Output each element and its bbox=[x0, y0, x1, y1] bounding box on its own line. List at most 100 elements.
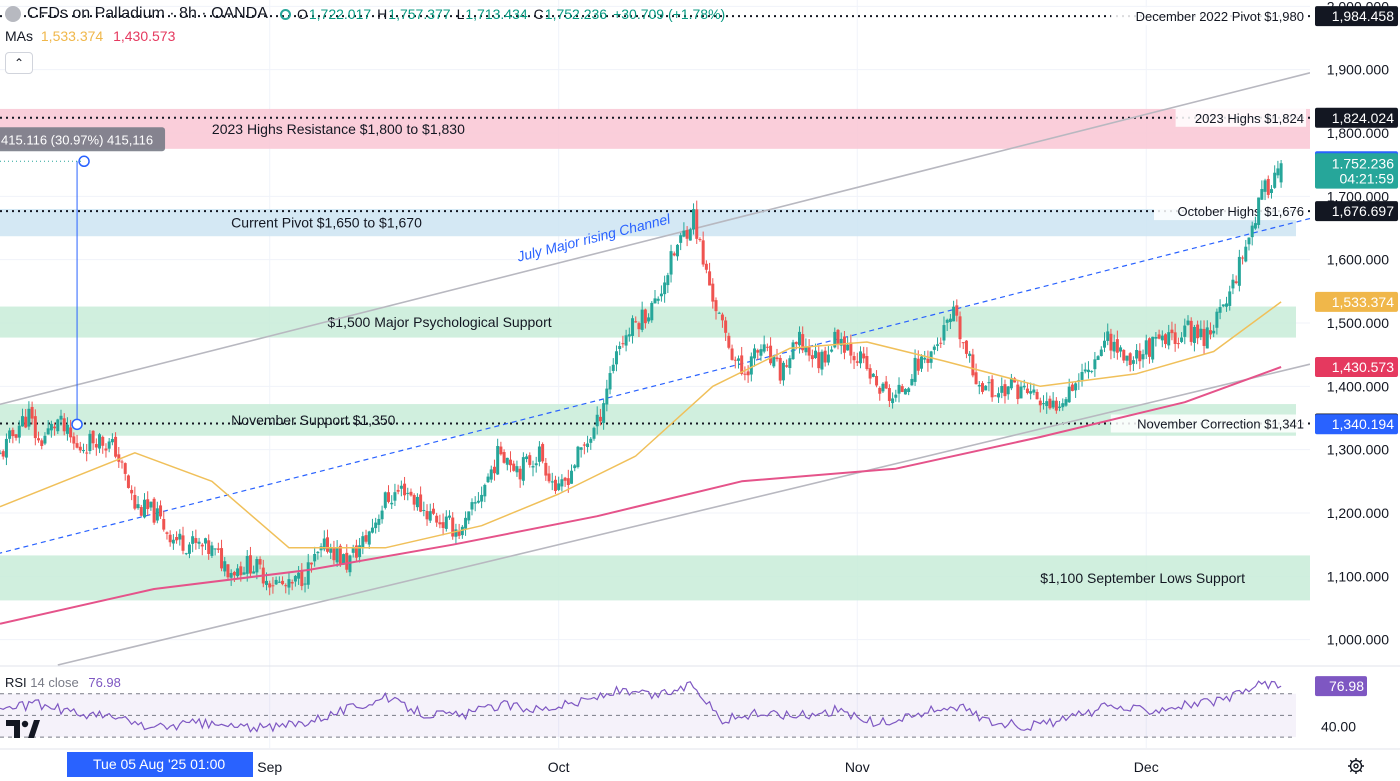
symbol-title[interactable]: CFDs on Palladium · 8h · OANDA bbox=[27, 5, 268, 22]
candle[interactable] bbox=[120, 459, 124, 469]
candle[interactable] bbox=[1090, 370, 1094, 374]
candle[interactable] bbox=[1093, 351, 1097, 377]
candle[interactable] bbox=[72, 432, 76, 450]
candle[interactable] bbox=[1183, 318, 1187, 345]
candle[interactable] bbox=[101, 435, 105, 454]
candle[interactable] bbox=[175, 531, 179, 544]
candle[interactable] bbox=[390, 495, 394, 509]
candle[interactable] bbox=[1003, 379, 1007, 404]
symbol-header[interactable]: CFDs on Palladium · 8h · OANDA O 1,722.0… bbox=[0, 2, 725, 26]
candle[interactable] bbox=[961, 342, 965, 350]
candle[interactable] bbox=[194, 529, 198, 550]
candle[interactable] bbox=[258, 556, 262, 570]
candle[interactable] bbox=[647, 313, 651, 324]
candle[interactable] bbox=[0, 450, 2, 455]
candle[interactable] bbox=[268, 580, 272, 596]
candle[interactable] bbox=[1212, 324, 1216, 338]
candle[interactable] bbox=[130, 485, 134, 501]
candle[interactable] bbox=[659, 285, 663, 302]
candle[interactable] bbox=[685, 226, 689, 247]
candle[interactable] bbox=[1115, 330, 1119, 360]
candle[interactable] bbox=[797, 326, 801, 354]
candle[interactable] bbox=[589, 436, 593, 450]
candle[interactable] bbox=[1247, 237, 1251, 251]
candle[interactable] bbox=[403, 476, 407, 501]
candle[interactable] bbox=[56, 418, 60, 434]
candle[interactable] bbox=[303, 576, 307, 593]
chevron-up-icon[interactable]: ⌃ bbox=[5, 52, 33, 74]
candle[interactable] bbox=[801, 326, 805, 354]
candle[interactable] bbox=[1109, 328, 1113, 360]
candle[interactable] bbox=[528, 452, 532, 468]
candle[interactable] bbox=[4, 433, 8, 466]
candle[interactable] bbox=[316, 551, 320, 560]
candle[interactable] bbox=[85, 443, 89, 462]
candle[interactable] bbox=[98, 432, 102, 454]
candle[interactable] bbox=[573, 464, 577, 472]
candle[interactable] bbox=[1199, 320, 1203, 341]
candle[interactable] bbox=[1, 449, 5, 460]
candle[interactable] bbox=[1189, 317, 1193, 346]
candle[interactable] bbox=[823, 346, 827, 367]
candle[interactable] bbox=[30, 401, 34, 425]
candle[interactable] bbox=[207, 534, 211, 560]
candle[interactable] bbox=[993, 395, 997, 397]
candle[interactable] bbox=[1218, 299, 1222, 320]
candle[interactable] bbox=[415, 493, 419, 511]
candle[interactable] bbox=[1180, 332, 1184, 344]
candle[interactable] bbox=[370, 518, 374, 534]
candle[interactable] bbox=[981, 381, 984, 395]
candle[interactable] bbox=[117, 446, 121, 468]
candle[interactable] bbox=[708, 262, 712, 286]
candle[interactable] bbox=[309, 562, 313, 573]
candle[interactable] bbox=[1228, 285, 1232, 311]
candle[interactable] bbox=[929, 350, 933, 369]
candle[interactable] bbox=[984, 385, 988, 391]
candle[interactable] bbox=[94, 438, 98, 456]
candle[interactable] bbox=[441, 513, 445, 536]
candle[interactable] bbox=[383, 491, 387, 510]
candle[interactable] bbox=[380, 505, 384, 524]
candle[interactable] bbox=[396, 484, 400, 495]
candle[interactable] bbox=[159, 500, 163, 520]
candle[interactable] bbox=[727, 332, 731, 350]
candle[interactable] bbox=[1061, 398, 1065, 411]
candle[interactable] bbox=[422, 501, 426, 517]
candle[interactable] bbox=[945, 318, 949, 332]
candle[interactable] bbox=[595, 406, 599, 435]
candle[interactable] bbox=[470, 498, 474, 516]
candle[interactable] bbox=[1135, 344, 1139, 365]
candle[interactable] bbox=[936, 337, 940, 352]
candle[interactable] bbox=[1128, 352, 1132, 372]
candle[interactable] bbox=[226, 564, 230, 581]
candle[interactable] bbox=[454, 523, 458, 545]
candle[interactable] bbox=[579, 447, 583, 458]
candle[interactable] bbox=[1225, 296, 1229, 312]
candle[interactable] bbox=[171, 534, 175, 550]
candle[interactable] bbox=[24, 409, 28, 429]
candle[interactable] bbox=[361, 531, 365, 555]
candle[interactable] bbox=[65, 417, 69, 441]
candle[interactable] bbox=[521, 452, 525, 486]
candle[interactable] bbox=[621, 335, 625, 348]
candle[interactable] bbox=[451, 512, 455, 540]
candle[interactable] bbox=[515, 460, 519, 477]
candle[interactable] bbox=[1080, 363, 1084, 387]
candle[interactable] bbox=[1106, 323, 1110, 346]
candle[interactable] bbox=[939, 337, 943, 348]
candle[interactable] bbox=[110, 433, 114, 446]
candle[interactable] bbox=[1202, 320, 1206, 355]
candle[interactable] bbox=[1186, 315, 1190, 326]
candle[interactable] bbox=[1058, 400, 1062, 412]
candle[interactable] bbox=[502, 449, 506, 464]
candle[interactable] bbox=[730, 344, 734, 361]
candle[interactable] bbox=[643, 308, 647, 329]
candle[interactable] bbox=[910, 374, 914, 386]
candle[interactable] bbox=[942, 316, 946, 345]
candle[interactable] bbox=[688, 227, 692, 241]
candle[interactable] bbox=[245, 550, 249, 582]
candle[interactable] bbox=[78, 441, 82, 453]
candle[interactable] bbox=[1131, 356, 1135, 371]
candle[interactable] bbox=[518, 465, 522, 488]
candle[interactable] bbox=[627, 327, 631, 342]
